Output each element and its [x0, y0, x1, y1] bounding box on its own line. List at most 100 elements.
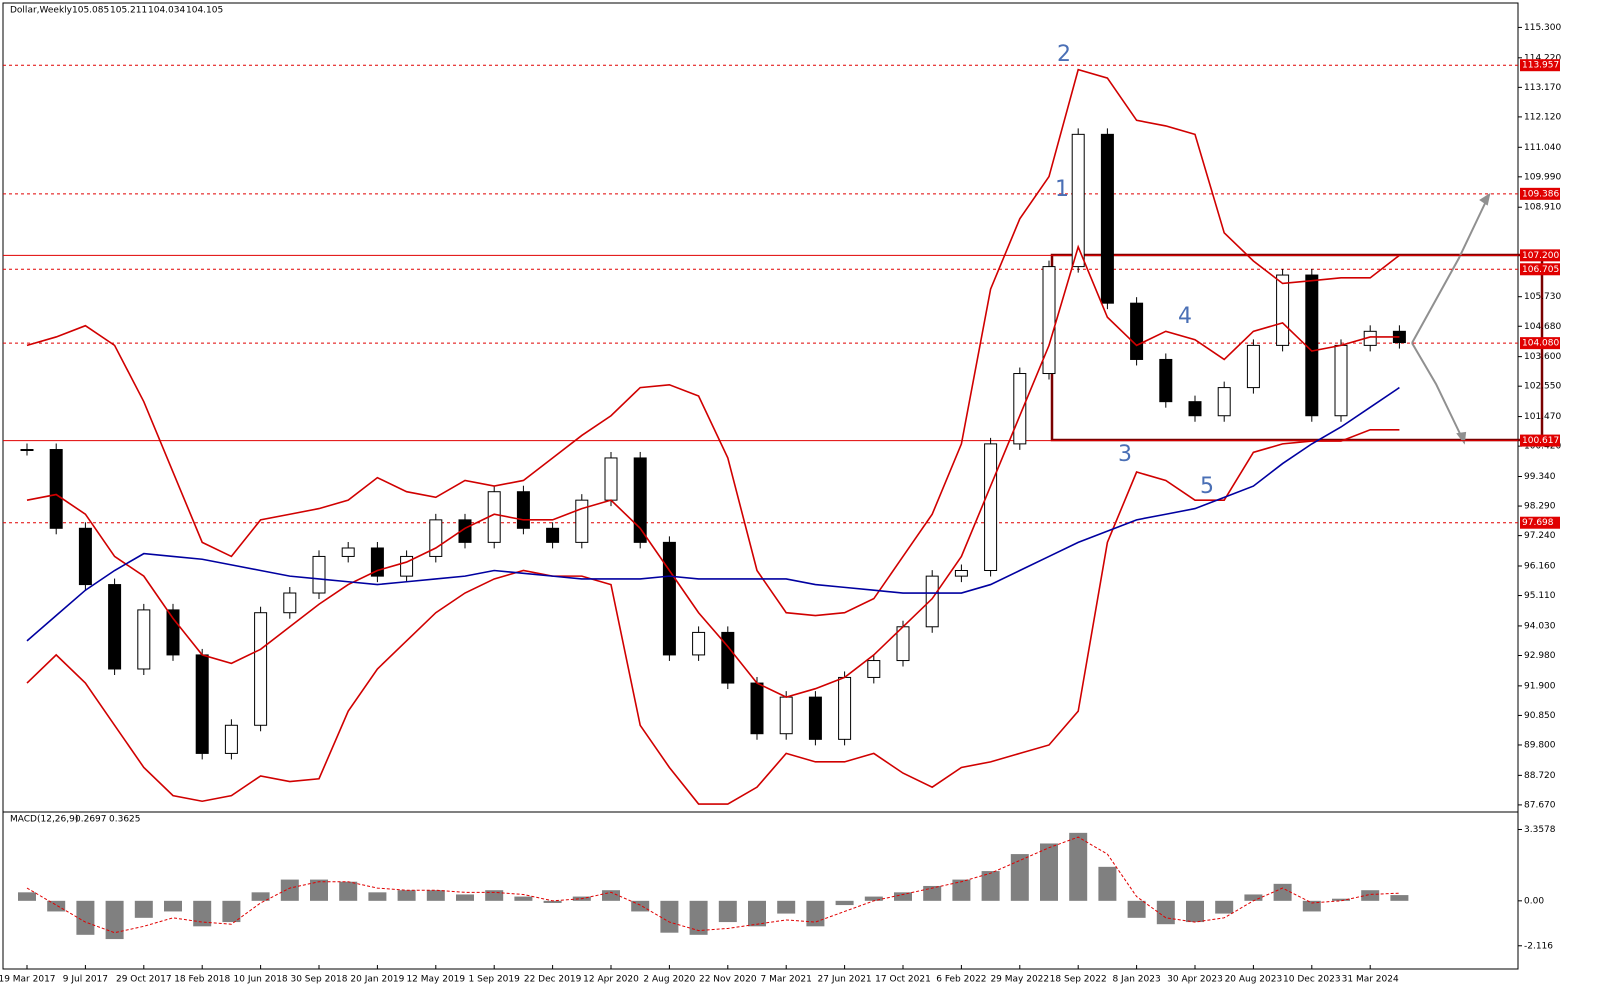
- y-tick-label: 88.720: [1524, 771, 1556, 781]
- y-tick-label: 96.160: [1524, 562, 1556, 572]
- y-tick-label: 90.850: [1524, 711, 1556, 721]
- indicator-line: [26, 429, 1400, 805]
- macd-bar: [1010, 854, 1029, 901]
- macd-bar: [718, 900, 737, 923]
- level-label: 113.957: [1522, 61, 1559, 71]
- x-tick-label: 22 Nov 2020: [699, 975, 757, 985]
- candle: [779, 696, 793, 735]
- y-tick-label: 97.240: [1524, 531, 1556, 541]
- macd-bar: [1332, 898, 1350, 901]
- candle: [1159, 358, 1173, 403]
- macd-value: 0.2697: [75, 815, 107, 825]
- candle: [867, 660, 881, 678]
- macd-bar: [426, 890, 445, 901]
- x-tick-label: 18 Sep 2022: [1050, 975, 1107, 985]
- wave-label: 1: [1055, 177, 1069, 202]
- macd-bar: [660, 900, 679, 933]
- y-tick-label: 102.550: [1524, 382, 1561, 392]
- x-tick-label: 22 Dec 2019: [524, 975, 582, 985]
- y-tick-label: 100.420: [1524, 442, 1561, 452]
- candle: [1276, 274, 1290, 346]
- y-tick-label: 115.300: [1524, 23, 1561, 33]
- macd-bar: [280, 879, 299, 901]
- wave-label: 5: [1200, 474, 1214, 499]
- symbol-title: Dollar,Weekly: [10, 6, 73, 16]
- y-tick-label: 89.800: [1524, 740, 1556, 750]
- candle: [662, 541, 676, 656]
- x-tick-label: 30 Apr 2023: [1167, 975, 1223, 985]
- x-tick-label: 27 Jun 2021: [818, 975, 872, 985]
- candle: [283, 592, 297, 614]
- macd-bar: [397, 890, 416, 901]
- macd-bar: [1361, 890, 1380, 901]
- macd-bar: [193, 900, 212, 927]
- wave-label: 3: [1118, 442, 1132, 467]
- candle: [20, 449, 34, 452]
- candle: [516, 491, 530, 529]
- macd-bar: [1040, 843, 1058, 901]
- x-tick-label: 12 May 2019: [406, 975, 465, 985]
- candle: [166, 609, 180, 656]
- macd-bar: [1215, 900, 1234, 914]
- level-label-box: [1520, 516, 1560, 529]
- ohlc-value: 104.105: [186, 6, 223, 16]
- candle: [341, 547, 355, 557]
- macd-bar: [222, 900, 241, 923]
- candle: [1246, 344, 1260, 389]
- macd-bar: [134, 900, 153, 918]
- candle: [838, 676, 852, 740]
- level-label-box: [1520, 434, 1560, 447]
- level-label-box: [1520, 337, 1560, 350]
- x-tick-label: 10 Jun 2018: [234, 975, 288, 985]
- macd-bar: [76, 900, 95, 935]
- x-tick-label: 29 May 2022: [990, 975, 1049, 985]
- x-tick-label: 17 Oct 2021: [875, 975, 931, 985]
- candle: [808, 696, 822, 740]
- candle: [1042, 266, 1056, 375]
- y-tick-label: 98.290: [1524, 502, 1556, 512]
- candle: [1100, 133, 1114, 304]
- macd-bar: [748, 900, 766, 927]
- macd-bar: [952, 879, 971, 901]
- macd-bar: [339, 881, 358, 901]
- macd-bar: [835, 900, 854, 906]
- macd-bar: [18, 892, 36, 901]
- y-tick-label: 105.730: [1524, 292, 1561, 302]
- indicator-line: [26, 68, 1400, 617]
- candle: [1071, 133, 1085, 268]
- x-tick-label: 8 Jan 2023: [1112, 975, 1160, 985]
- y-tick-label: 108.910: [1524, 203, 1561, 213]
- candle: [429, 519, 443, 557]
- macd-value: 0.3625: [109, 815, 141, 825]
- candle: [1334, 344, 1348, 417]
- macd-bar: [864, 896, 883, 901]
- candle: [954, 570, 968, 577]
- level-label-box: [1520, 249, 1560, 262]
- macd-title: MACD(12,26,9): [10, 815, 78, 825]
- macd-bar: [1098, 866, 1117, 901]
- macd-y-tick-label: 0.00: [1524, 896, 1544, 906]
- wave-label: 2: [1057, 42, 1071, 67]
- macd-signal: [26, 836, 1400, 934]
- macd-y-tick-label: -2.116: [1524, 941, 1553, 951]
- macd-bar: [164, 900, 182, 912]
- indicator-line: [26, 386, 1400, 642]
- macd-bar: [1244, 894, 1263, 901]
- x-tick-label: 6 Feb 2022: [936, 975, 986, 985]
- x-tick-label: 20 Aug 2023: [1225, 975, 1283, 985]
- macd-bar: [485, 890, 504, 901]
- ohlc-value: 105.085: [72, 6, 109, 16]
- macd-bar: [543, 900, 562, 903]
- y-tick-label: 113.170: [1524, 83, 1561, 93]
- level-label-box: [1520, 187, 1560, 200]
- macd-bar: [1186, 900, 1204, 923]
- level-label: 106.705: [1522, 265, 1559, 275]
- macd-bar: [806, 900, 825, 927]
- plot-frame: [2, 2, 1519, 970]
- candle: [633, 457, 647, 543]
- macd-bar: [1156, 900, 1175, 925]
- macd-bar: [981, 871, 1000, 901]
- x-tick-label: 19 Mar 2017: [0, 975, 56, 985]
- indicator-line: [26, 244, 1400, 698]
- macd-bar: [631, 900, 650, 912]
